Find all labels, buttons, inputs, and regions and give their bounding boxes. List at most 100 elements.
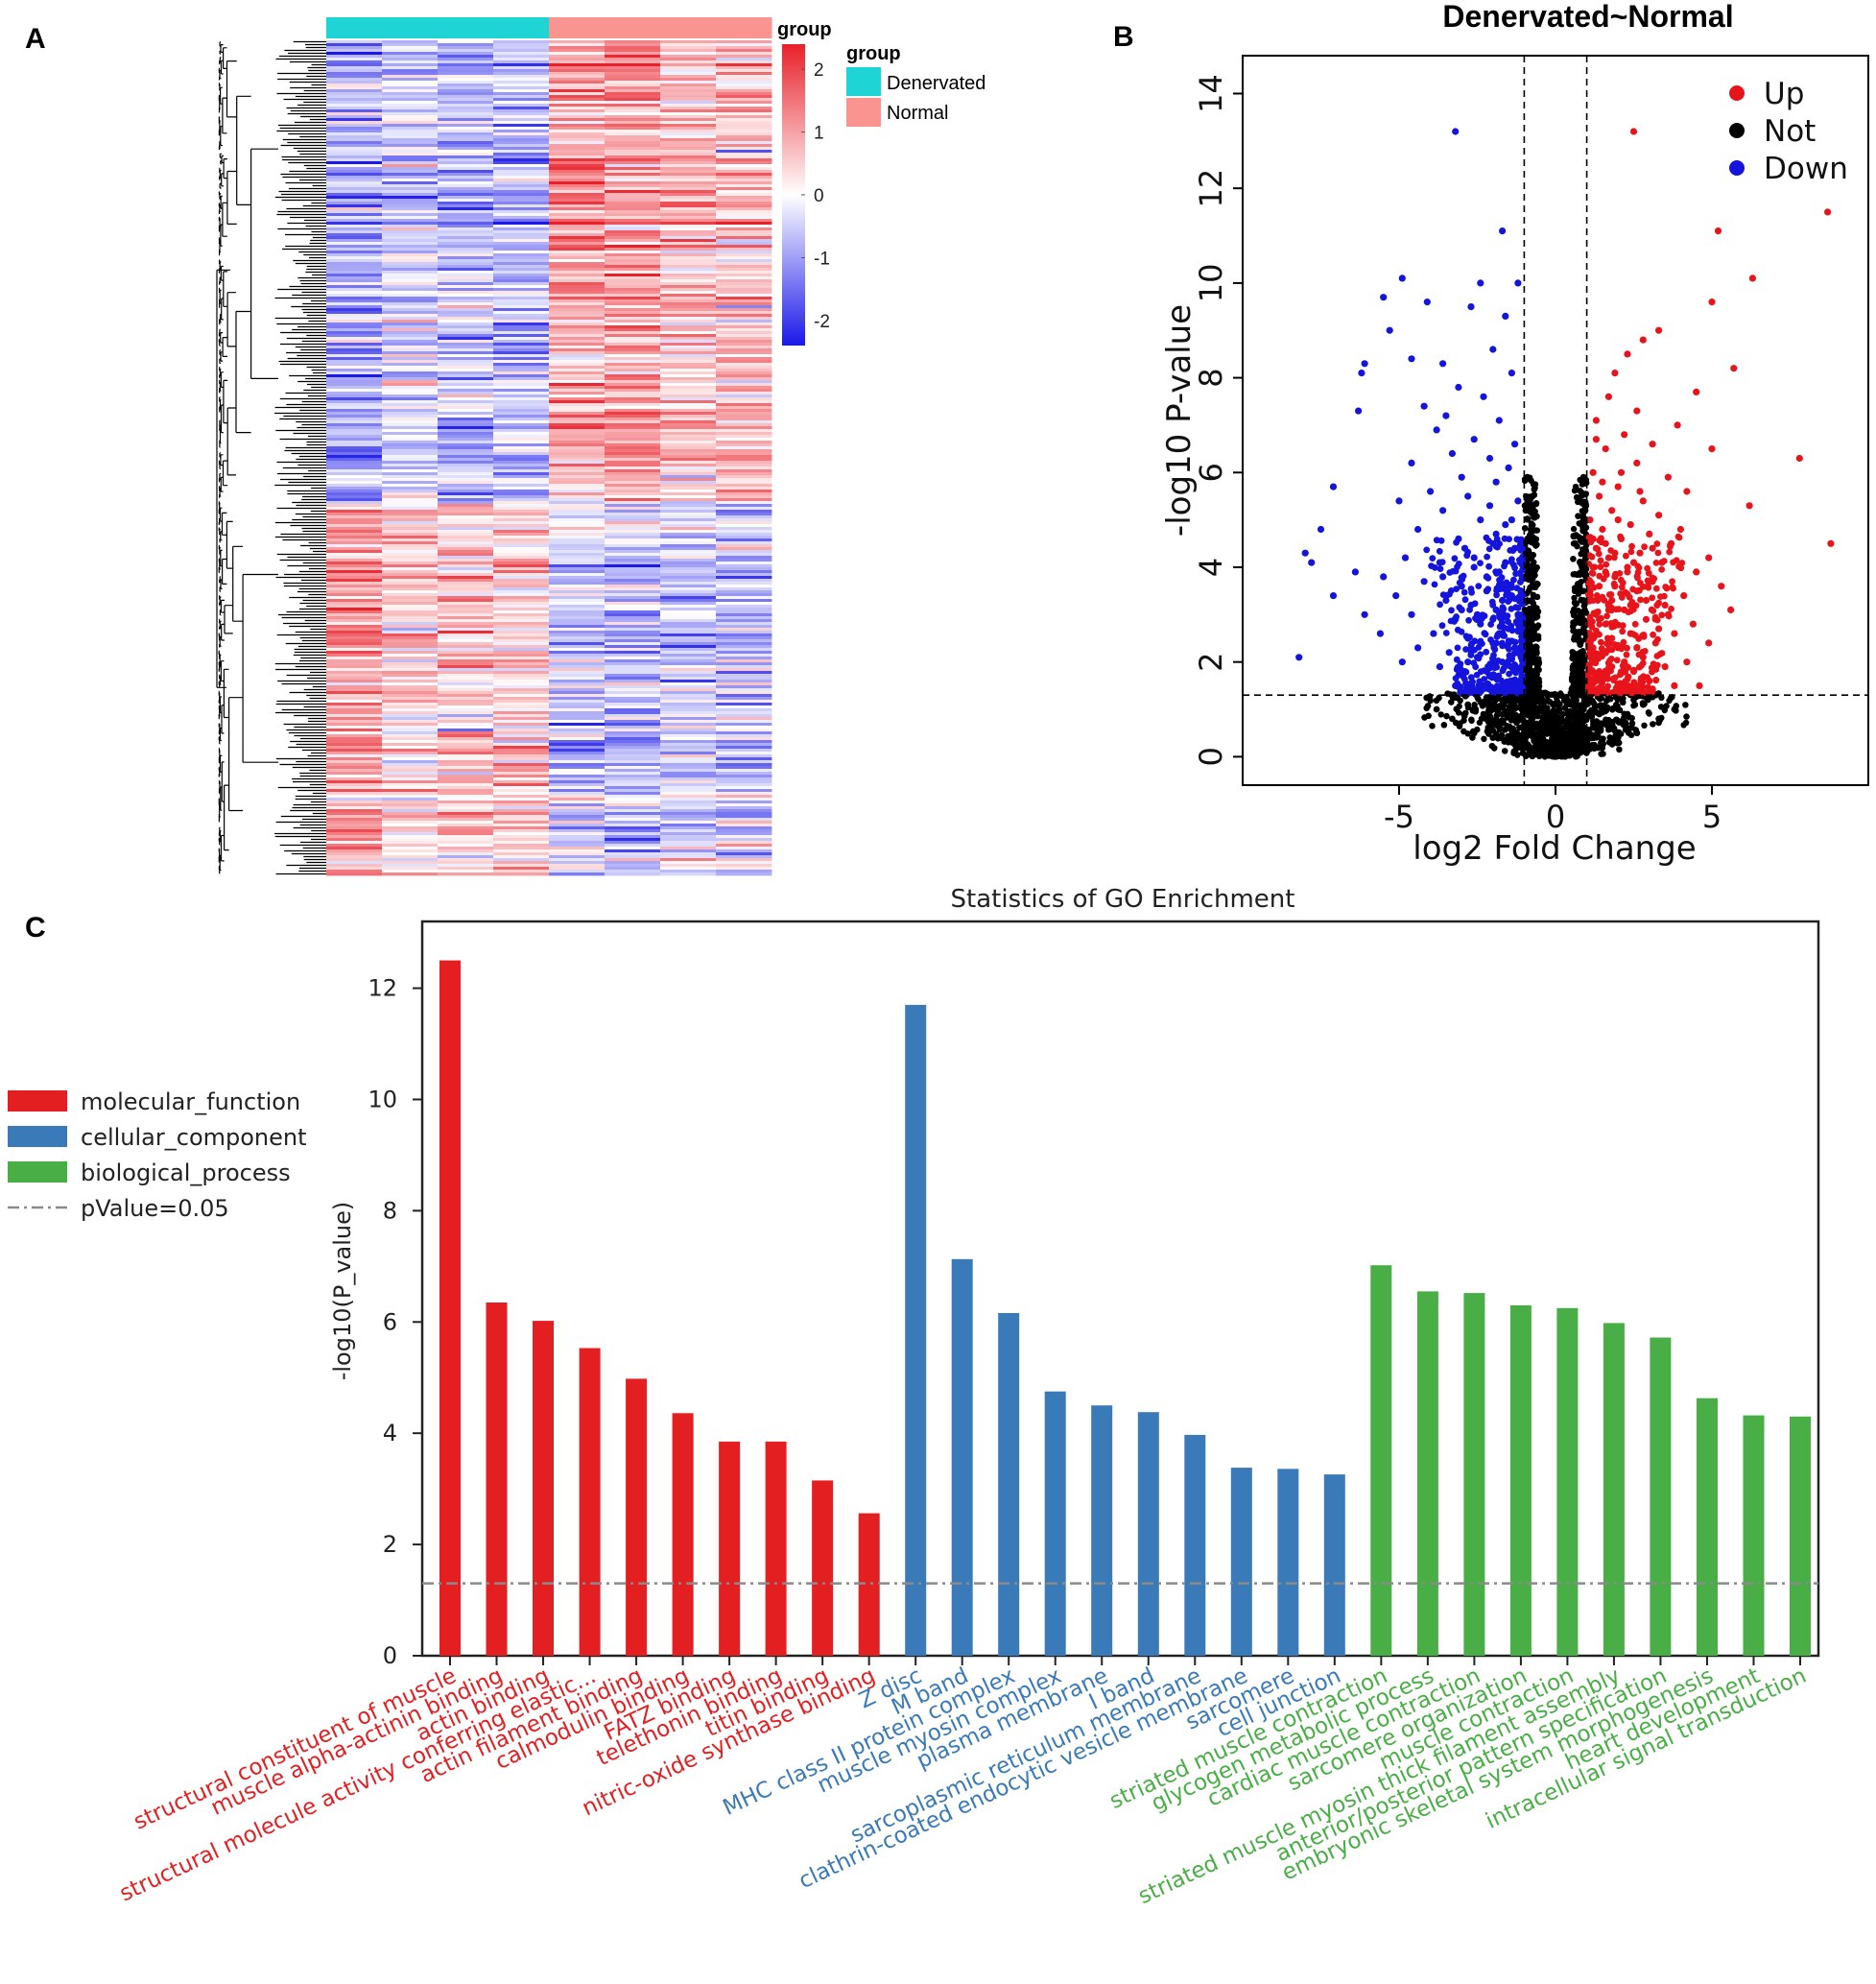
not-point bbox=[1494, 706, 1502, 713]
heatmap-cell bbox=[605, 487, 661, 490]
heatmap-cell bbox=[326, 599, 383, 603]
heatmap-cell bbox=[382, 472, 439, 476]
not-point bbox=[1524, 515, 1531, 522]
heatmap-cell bbox=[382, 40, 439, 44]
heatmap-cell bbox=[549, 124, 606, 128]
heatmap-cell bbox=[382, 518, 439, 522]
heatmap-cell bbox=[326, 276, 383, 280]
heatmap-cell bbox=[605, 478, 661, 482]
heatmap-cell bbox=[382, 573, 439, 577]
heatmap-cell bbox=[326, 513, 383, 516]
heatmap-cell bbox=[326, 213, 383, 217]
heatmap-cell bbox=[382, 323, 439, 326]
heatmap-cell bbox=[438, 550, 494, 554]
heatmap-cell bbox=[438, 202, 494, 205]
not-point bbox=[1572, 634, 1579, 641]
heatmap-cell bbox=[716, 490, 772, 493]
heatmap-cell bbox=[549, 734, 606, 738]
heatmap-cell bbox=[716, 184, 772, 188]
heatmap-cell bbox=[382, 138, 439, 142]
heatmap-cell bbox=[605, 815, 661, 819]
not-point bbox=[1583, 739, 1591, 746]
heatmap-cell bbox=[716, 121, 772, 125]
heatmap-cell bbox=[605, 297, 661, 300]
heatmap-cell bbox=[660, 60, 717, 64]
heatmap-cell bbox=[605, 124, 661, 128]
heatmap-cell bbox=[716, 443, 772, 447]
heatmap-cell bbox=[326, 507, 383, 511]
heatmap-cell bbox=[493, 711, 550, 715]
not-point bbox=[1673, 707, 1679, 714]
heatmap-cell bbox=[438, 775, 494, 778]
heatmap-cell bbox=[326, 386, 383, 390]
heatmap-cell bbox=[382, 469, 439, 473]
not-point bbox=[1646, 710, 1652, 717]
heatmap-cell bbox=[438, 101, 494, 105]
heatmap-cell bbox=[660, 305, 717, 309]
heatmap-cell bbox=[382, 233, 439, 237]
heatmap-cell bbox=[660, 239, 717, 243]
heatmap-cell bbox=[716, 155, 772, 159]
not-point bbox=[1444, 690, 1451, 697]
heatmap-cell bbox=[326, 389, 383, 393]
not-point bbox=[1515, 717, 1523, 724]
heatmap-cell bbox=[605, 253, 661, 257]
heatmap-cell bbox=[438, 256, 494, 260]
heatmap-cell bbox=[438, 181, 494, 185]
heatmap-cell bbox=[493, 648, 550, 652]
heatmap-cell bbox=[493, 158, 550, 162]
heatmap-cell bbox=[605, 812, 661, 816]
heatmap-cell bbox=[493, 513, 550, 516]
heatmap-cell bbox=[549, 458, 606, 462]
heatmap-cell bbox=[493, 849, 550, 853]
not-point bbox=[1533, 666, 1540, 674]
heatmap-cell bbox=[382, 806, 439, 810]
heatmap-cell bbox=[549, 608, 606, 611]
heatmap-cell bbox=[438, 538, 494, 542]
heatmap-cell bbox=[549, 530, 606, 534]
heatmap-cell bbox=[605, 230, 661, 234]
heatmap-cell bbox=[605, 708, 661, 712]
heatmap-cell bbox=[326, 746, 383, 750]
heatmap-cell bbox=[382, 507, 439, 511]
heatmap-cell bbox=[326, 357, 383, 361]
heatmap-cell bbox=[438, 271, 494, 275]
heatmap-cell bbox=[716, 366, 772, 370]
heatmap-cell bbox=[382, 642, 439, 646]
heatmap-cell bbox=[382, 475, 439, 479]
heatmap-cell bbox=[493, 858, 550, 862]
heatmap-cell bbox=[438, 426, 494, 430]
heatmap-cell bbox=[493, 812, 550, 816]
heatmap-cell bbox=[438, 521, 494, 525]
heatmap-cell bbox=[326, 760, 383, 764]
heatmap-cell bbox=[549, 95, 606, 99]
heatmap-cell bbox=[326, 377, 383, 381]
heatmap-cell bbox=[493, 697, 550, 701]
heatmap-cell bbox=[660, 403, 717, 407]
heatmap-cell bbox=[326, 510, 383, 514]
heatmap-cell bbox=[605, 118, 661, 122]
heatmap-cell bbox=[660, 435, 717, 439]
heatmap-cell bbox=[605, 769, 661, 773]
heatmap-cell bbox=[660, 729, 717, 732]
heatmap-cell bbox=[326, 98, 383, 102]
heatmap-cell bbox=[326, 164, 383, 168]
heatmap-cell bbox=[716, 452, 772, 456]
heatmap-cell bbox=[438, 179, 494, 182]
heatmap-cell bbox=[382, 498, 439, 502]
not-point bbox=[1433, 705, 1440, 713]
heatmap-cell bbox=[326, 406, 383, 410]
heatmap-cell bbox=[382, 861, 439, 865]
heatmap-cell bbox=[605, 179, 661, 182]
heatmap-cell bbox=[549, 109, 606, 113]
heatmap-cell bbox=[549, 711, 606, 715]
heatmap-cell bbox=[382, 325, 439, 329]
heatmap-cell bbox=[605, 665, 661, 669]
heatmap-cell bbox=[660, 498, 717, 502]
heatmap-cell bbox=[716, 299, 772, 303]
heatmap-cell bbox=[716, 95, 772, 99]
heatmap-cell bbox=[382, 43, 439, 47]
not-point bbox=[1547, 753, 1554, 759]
heatmap-cell bbox=[438, 576, 494, 580]
heatmap-cell bbox=[493, 253, 550, 257]
